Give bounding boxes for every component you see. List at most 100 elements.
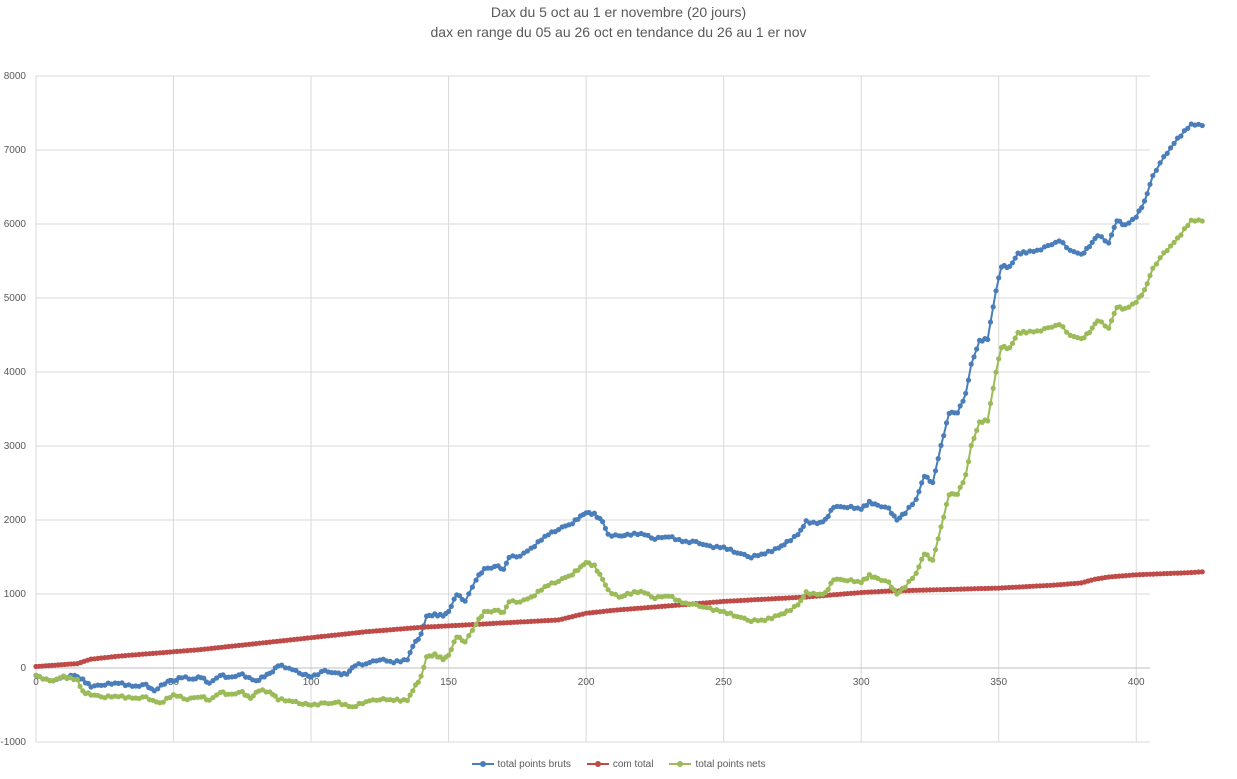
data-point-total-points-bruts [1144,191,1150,197]
data-point-total-points-nets [448,647,454,653]
data-point-total-points-bruts [451,596,457,602]
data-point-total-points-nets [353,703,359,710]
data-point-total-points-nets [916,564,922,570]
data-point-total-points-nets [597,571,603,577]
data-point-total-points-nets [421,664,427,671]
data-point-total-points-nets [968,442,974,449]
data-point-total-points-bruts [1153,167,1159,173]
data-point-total-points-bruts [957,403,963,409]
data-point-total-points-bruts [769,549,775,555]
data-point-total-points-nets [415,679,421,685]
series-line-total-points-bruts [35,123,1203,692]
data-point-total-points-bruts [993,288,999,294]
data-point-total-points-bruts [963,390,969,396]
data-point-total-points-nets [795,602,801,608]
data-point-total-points-bruts [990,304,996,310]
data-point-total-points-nets [906,578,912,584]
data-point-total-points-bruts [545,532,551,538]
data-point-total-points-bruts [404,657,410,663]
data-point-total-points-nets [960,480,966,486]
x-tick-label: 250 [715,677,732,688]
data-point-total-points-bruts [155,686,161,692]
data-point-total-points-nets [410,688,416,694]
data-point-total-points-nets [451,639,457,645]
data-point-total-points-nets [1111,310,1117,317]
data-point-total-points-nets [941,514,947,520]
data-point-total-points-nets [1139,292,1145,298]
data-point-total-points-bruts [924,474,930,480]
data-point-total-points-bruts [669,534,675,540]
x-tick-label: 350 [990,677,1007,688]
data-point-total-points-nets [897,589,903,595]
data-point-total-points-bruts [186,676,192,682]
data-point-total-points-bruts [941,433,947,439]
data-point-total-points-nets [1181,226,1187,232]
data-point-total-points-nets [263,689,269,695]
data-point-total-points-bruts [85,680,91,687]
data-point-total-points-bruts [448,603,454,610]
data-point-total-points-bruts [1007,263,1013,269]
data-point-total-points-bruts [891,513,897,519]
data-point-total-points-nets [167,694,173,701]
data-point-total-points-bruts [418,631,424,637]
data-point-total-points-nets [602,582,609,588]
data-point-total-points-nets [1133,299,1139,305]
data-point-total-points-nets [1064,329,1070,335]
data-point-total-points-nets [407,692,413,698]
data-point-total-points-nets [825,586,831,593]
data-point-com-total [1196,569,1202,575]
data-point-total-points-nets [1178,232,1184,238]
data-point-total-points-bruts [270,669,276,675]
data-point-total-points-bruts [1161,154,1167,160]
data-point-total-points-bruts [569,521,576,527]
data-point-total-points-nets [788,607,794,614]
data-point-total-points-bruts [902,510,908,517]
data-point-total-points-bruts [1060,240,1066,246]
data-point-total-points-bruts [968,361,974,367]
data-point-total-points-bruts [825,513,831,520]
data-point-total-points-bruts [1081,250,1087,256]
chart-legend: total points bruts com total total points … [0,759,1237,770]
data-point-total-points-nets [1009,340,1016,346]
data-point-total-points-nets [74,676,80,683]
data-point-total-points-nets [1108,318,1115,324]
data-point-total-points-nets [210,695,216,701]
data-point-total-points-nets [282,698,288,704]
data-point-total-points-bruts [798,527,804,533]
data-point-total-points-nets [1150,265,1156,271]
data-point-total-points-nets [990,385,996,391]
data-point-total-points-nets [1086,329,1093,336]
data-point-total-points-bruts [1108,232,1115,238]
data-point-total-points-nets [1034,328,1040,334]
x-tick-label: 100 [303,677,320,688]
data-point-total-points-nets [943,501,950,507]
data-point-total-points-bruts [214,675,220,681]
data-point-total-points-nets [886,579,892,585]
data-point-total-points-nets [1106,325,1112,331]
data-point-total-points-bruts [1034,247,1040,253]
data-point-total-points-bruts [591,510,598,516]
data-point-total-points-bruts [985,336,991,343]
data-point-total-points-bruts [410,643,416,650]
data-point-total-points-nets [1141,287,1148,293]
data-point-total-points-bruts [201,675,207,681]
data-point-total-points-bruts [1168,145,1174,151]
data-point-total-points-bruts [446,608,452,615]
legend-swatch [586,759,609,769]
data-point-total-points-bruts [210,678,216,684]
data-point-total-points-bruts [600,519,606,525]
data-point-total-points-bruts [602,525,609,532]
data-point-total-points-nets [1012,335,1018,341]
data-point-total-points-nets [1168,243,1174,249]
data-point-total-points-nets [971,435,977,441]
x-tick-label: 150 [440,677,457,688]
data-point-total-points-nets [239,688,245,695]
data-point-total-points-nets [569,572,576,578]
data-point-total-points-bruts [960,398,966,404]
data-point-total-points-bruts [501,566,507,572]
data-point-total-points-nets [206,697,212,703]
data-point-total-points-nets [404,697,410,704]
data-point-total-points-bruts [1111,224,1117,230]
y-tick-label: 7000 [4,145,27,156]
y-tick-label: 1000 [4,589,27,600]
